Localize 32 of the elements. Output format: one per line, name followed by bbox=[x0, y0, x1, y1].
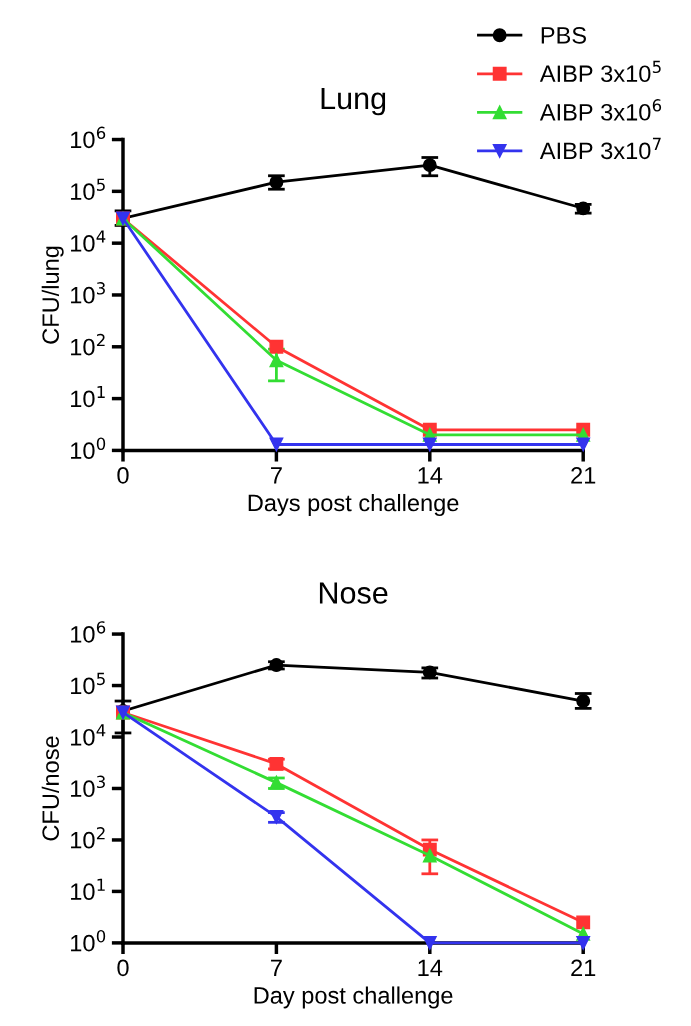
y-tick-label: 10$^{2}$ bbox=[71, 827, 105, 849]
x-tick-label: 7 bbox=[271, 959, 282, 976]
y-axis-title: CFU/nose bbox=[41, 736, 60, 841]
x-tick-label: 7 bbox=[271, 467, 282, 484]
y-tick-label: 10$^{5}$ bbox=[71, 178, 105, 200]
x-tick-label: 14 bbox=[418, 467, 443, 484]
y-axis-title: CFU/lung bbox=[41, 246, 64, 344]
x-axis-title: Day post challenge bbox=[254, 986, 453, 1009]
y-tick-label: 10$^{4}$ bbox=[71, 724, 106, 746]
y-tick-label: 10$^{3}$ bbox=[71, 775, 105, 798]
y-tick-label: 10$^{5}$ bbox=[71, 672, 105, 695]
y-tick-label: 10$^{0}$ bbox=[71, 437, 106, 460]
x-tick-label: 21 bbox=[571, 959, 596, 976]
legend-label: AIBP 3x10$^{7}$ bbox=[539, 137, 661, 160]
chart-title: Lung bbox=[321, 87, 386, 116]
x-tick-label: 0 bbox=[117, 959, 129, 977]
y-tick-label: 10$^{6}$ bbox=[71, 126, 106, 149]
legend-label: PBS bbox=[541, 27, 586, 44]
y-tick-label: 10$^{6}$ bbox=[71, 621, 106, 643]
x-tick-label: 0 bbox=[117, 467, 129, 484]
x-tick-label: 14 bbox=[418, 959, 443, 976]
y-tick-label: 10$^{2}$ bbox=[71, 333, 105, 356]
x-tick-label: 21 bbox=[571, 467, 596, 484]
x-axis-title: Days post challenge bbox=[248, 493, 459, 516]
legend-label: AIBP 3x10$^{6}$ bbox=[539, 99, 662, 121]
chart-title: Nose bbox=[319, 582, 388, 604]
y-tick-label: 10$^{3}$ bbox=[71, 282, 105, 304]
y-tick-label: 10$^{4}$ bbox=[71, 230, 106, 252]
y-tick-label: 10$^{1}$ bbox=[71, 385, 105, 408]
y-tick-label: 10$^{0}$ bbox=[71, 929, 106, 952]
y-tick-label: 10$^{1}$ bbox=[71, 878, 105, 901]
legend-label: AIBP 3x10$^{5}$ bbox=[539, 60, 661, 83]
